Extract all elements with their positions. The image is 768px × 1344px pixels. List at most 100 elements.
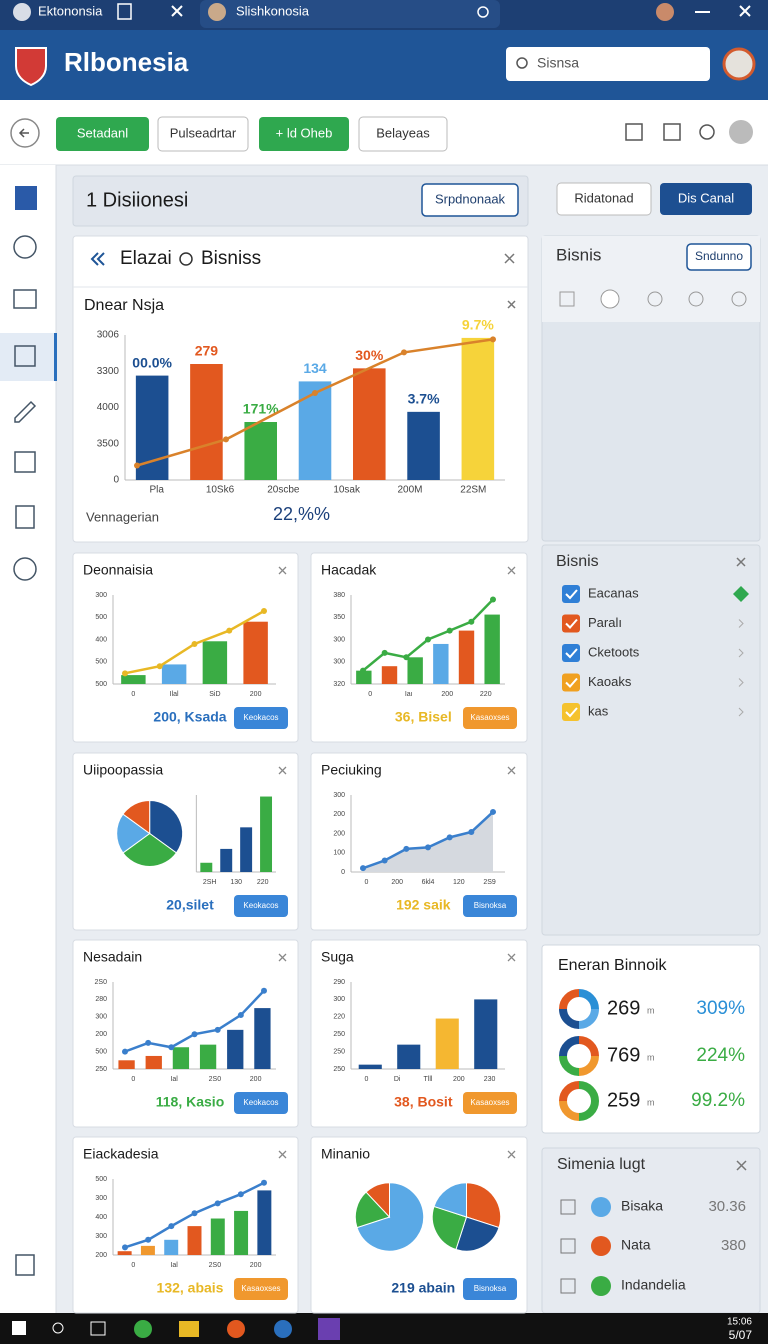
icon[interactable] — [731, 291, 747, 307]
bar-label: 279 — [195, 343, 219, 359]
toolbar-button[interactable] — [56, 117, 149, 151]
search-icon[interactable] — [52, 1322, 64, 1334]
sidebar-icon[interactable] — [14, 451, 36, 473]
card-button[interactable] — [234, 895, 288, 917]
app-icon[interactable] — [227, 1320, 245, 1338]
x-tick-label: 200 — [250, 1262, 262, 1269]
chevron[interactable] — [738, 707, 744, 717]
line-point — [168, 1223, 175, 1230]
close-icon[interactable] — [736, 557, 746, 567]
y-tick-label: 400 — [95, 636, 107, 643]
icon[interactable] — [559, 291, 575, 307]
chevron[interactable] — [738, 678, 744, 687]
sidebar-icon[interactable] — [15, 505, 35, 529]
pie-slice — [116, 813, 151, 854]
close-icon[interactable] — [504, 253, 516, 309]
right-button-label: Dis Canal — [678, 190, 734, 205]
avatar[interactable] — [722, 47, 756, 81]
checkbox[interactable] — [562, 644, 580, 662]
line-point — [490, 596, 496, 603]
line-point — [226, 627, 233, 634]
close-icon[interactable] — [507, 566, 516, 575]
close-icon[interactable] — [278, 566, 287, 575]
bar — [234, 1210, 249, 1255]
tab[interactable] — [200, 0, 500, 28]
sidebar-active[interactable] — [0, 333, 56, 381]
sidebar-icon[interactable] — [13, 557, 37, 581]
card-button[interactable] — [234, 707, 288, 729]
card-button[interactable] — [234, 1278, 288, 1300]
search-box[interactable] — [506, 47, 710, 81]
start-button[interactable] — [12, 1321, 26, 1335]
save-icon[interactable] — [663, 123, 681, 141]
sidebar-icon[interactable] — [14, 400, 37, 423]
alert-icon[interactable] — [699, 124, 715, 140]
y-tick-label: 3300 — [97, 366, 120, 377]
y-tick-label: 350 — [333, 614, 345, 621]
summary-unit: m — [647, 1005, 655, 1015]
checkbox[interactable] — [562, 614, 580, 633]
close-icon[interactable] — [507, 766, 516, 775]
card-button[interactable] — [463, 895, 517, 917]
sidebar-icon[interactable] — [15, 186, 37, 210]
settings-icon[interactable] — [729, 120, 753, 144]
icon[interactable] — [688, 291, 704, 307]
back-icon[interactable] — [90, 252, 105, 266]
checkbox[interactable] — [562, 585, 580, 603]
sidebar-icon[interactable] — [14, 345, 36, 367]
card-button[interactable] — [463, 1092, 517, 1114]
x-tick-label: 200 — [250, 691, 262, 698]
app-icon[interactable] — [179, 1321, 199, 1337]
reload-icon[interactable] — [477, 6, 489, 18]
pie-slice — [122, 832, 178, 867]
close-icon[interactable] — [171, 5, 751, 17]
toolbar-button-label: Belayeas — [376, 125, 430, 140]
sidebar-icon[interactable] — [13, 289, 37, 309]
back-button[interactable] — [10, 118, 40, 148]
close-icon[interactable] — [278, 1150, 287, 1159]
line-point — [156, 663, 163, 670]
checkbox[interactable] — [562, 703, 580, 721]
checkbox[interactable] — [562, 673, 580, 692]
pie-slice — [356, 1182, 425, 1252]
toolbar-button[interactable] — [259, 117, 349, 151]
right-button[interactable] — [660, 183, 752, 215]
app-icon[interactable] — [318, 1318, 340, 1340]
card-button[interactable] — [234, 1092, 288, 1114]
line-point — [360, 865, 366, 872]
y-tick-label: 300 — [95, 1014, 107, 1021]
card-button-label: Kasaoxses — [470, 713, 509, 722]
row-icon — [560, 1199, 576, 1215]
bar — [244, 422, 277, 480]
card-button[interactable] — [463, 707, 517, 729]
chevron[interactable] — [738, 619, 744, 628]
chart-footer-value: 22,%% — [273, 504, 330, 524]
icon[interactable] — [600, 289, 620, 309]
section-button[interactable] — [421, 183, 519, 217]
home-icon[interactable] — [625, 123, 643, 141]
sidebar-icon[interactable] — [13, 235, 37, 259]
card-button[interactable] — [463, 1278, 517, 1300]
pie-slice — [122, 799, 151, 835]
close-icon[interactable] — [507, 953, 516, 962]
y-tick-label: 2S0 — [95, 979, 108, 986]
toolbar-button[interactable] — [358, 116, 448, 152]
close-icon[interactable] — [278, 953, 287, 962]
x-tick-label: 2S9 — [483, 879, 496, 886]
donut-segment — [559, 1008, 580, 1029]
close-icon[interactable] — [736, 1160, 747, 1171]
profile-icon[interactable] — [656, 3, 674, 21]
right-button[interactable] — [556, 182, 652, 216]
x-tick-label: 0 — [131, 1262, 135, 1269]
bisnis-button[interactable] — [686, 243, 752, 271]
chevron[interactable] — [738, 648, 744, 658]
close-icon[interactable] — [278, 766, 287, 775]
app-icon[interactable] — [90, 1321, 106, 1336]
sidebar-icon[interactable] — [15, 1254, 35, 1276]
toolbar-button[interactable] — [157, 116, 249, 152]
close-icon[interactable] — [507, 1150, 516, 1159]
app-icon[interactable] — [274, 1320, 292, 1338]
app-icon[interactable] — [134, 1320, 152, 1338]
line-point — [490, 336, 496, 343]
icon[interactable] — [647, 291, 663, 307]
